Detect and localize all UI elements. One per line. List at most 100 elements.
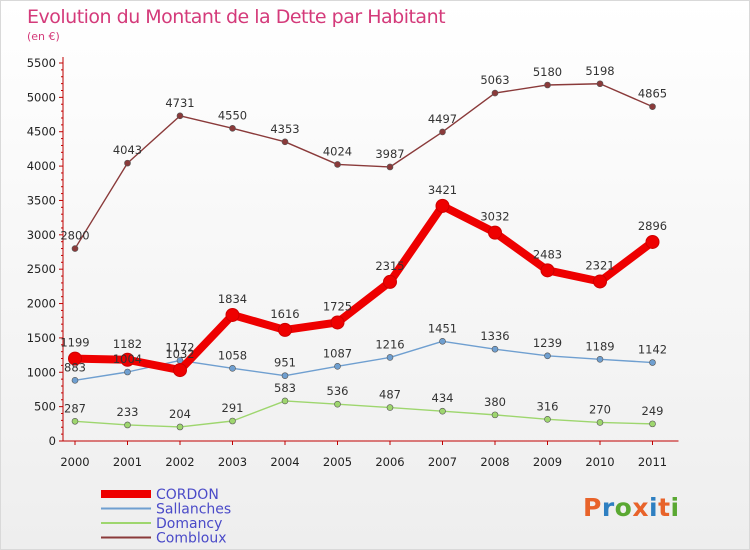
logo-letter: i [649, 493, 659, 522]
data-label-cordon: 2315 [375, 259, 404, 273]
data-point-cordon [488, 225, 502, 240]
data-point-domancy [386, 404, 394, 411]
data-label-sallanches: 1336 [480, 329, 509, 343]
proxiti-logo: Proxiti [583, 493, 680, 522]
data-point-cordon [120, 352, 135, 367]
data-label-sallanches: 1142 [638, 343, 667, 357]
data-point-combloux [281, 138, 289, 146]
data-label-sallanches: 1172 [165, 340, 194, 354]
logo-letter: i [670, 493, 680, 522]
x-tick-label: 2002 [165, 455, 194, 469]
x-tick-label: 2009 [533, 455, 562, 469]
x-tick-label: 2004 [270, 455, 299, 469]
data-point-cordon [383, 274, 397, 289]
x-tick-label: 2001 [113, 455, 142, 469]
data-label-sallanches: 1189 [585, 339, 614, 353]
data-point-combloux [491, 89, 499, 97]
data-point-domancy [649, 420, 656, 428]
data-label-combloux: 4497 [428, 112, 457, 126]
data-label-cordon: 2321 [585, 258, 614, 272]
data-label-cordon: 2896 [638, 219, 667, 233]
data-point-sallanches [71, 377, 79, 384]
x-tick-label: 2011 [638, 455, 667, 469]
data-label-domancy: 204 [169, 407, 191, 421]
data-point-domancy [544, 415, 551, 423]
chart-title: Evolution du Montant de la Dette par Hab… [27, 6, 446, 28]
data-point-cordon [68, 351, 82, 366]
data-point-sallanches [544, 352, 551, 360]
data-label-combloux: 3987 [375, 147, 404, 161]
chart-unit: (en €) [27, 30, 60, 43]
data-label-domancy: 233 [117, 405, 139, 419]
data-point-cordon [330, 315, 345, 330]
data-point-cordon [225, 307, 240, 322]
data-label-domancy: 380 [484, 395, 506, 409]
data-point-sallanches [334, 362, 341, 370]
legend-label-domancy: Domancy [156, 516, 222, 532]
data-label-combloux: 5063 [480, 73, 509, 87]
x-tick-label: 2007 [428, 455, 457, 469]
data-label-combloux: 4865 [638, 87, 667, 101]
data-point-sallanches [124, 368, 131, 376]
data-label-combloux: 4024 [323, 144, 352, 158]
data-point-combloux [334, 161, 341, 168]
data-label-combloux: 4550 [218, 108, 247, 122]
y-tick-label: 1000 [27, 365, 56, 379]
data-label-cordon: 1616 [270, 307, 299, 321]
x-tick-label: 2006 [375, 455, 404, 469]
y-tick-label: 5000 [27, 90, 56, 104]
data-point-domancy [176, 423, 184, 431]
data-label-domancy: 536 [327, 384, 349, 398]
data-point-combloux [439, 128, 446, 136]
logo-letter: P [583, 493, 602, 522]
x-tick-label: 2010 [585, 455, 614, 469]
data-label-combloux: 4731 [165, 96, 194, 110]
data-point-domancy [491, 411, 499, 419]
data-label-cordon: 1032 [165, 347, 194, 361]
data-point-sallanches [439, 337, 446, 345]
data-label-combloux: 5180 [533, 65, 562, 79]
y-tick-label: 4000 [27, 159, 56, 173]
data-point-combloux [596, 80, 604, 88]
series-line-domancy [74, 400, 654, 428]
data-point-sallanches [386, 354, 394, 361]
data-point-cordon [173, 363, 187, 378]
data-point-combloux [544, 81, 551, 89]
data-point-sallanches [281, 372, 289, 379]
data-label-domancy: 487 [379, 388, 401, 402]
y-tick-label: 2500 [27, 262, 56, 276]
data-label-domancy: 583 [274, 381, 296, 395]
data-point-domancy [229, 417, 236, 425]
y-tick-label: 500 [34, 400, 56, 414]
data-label-sallanches: 883 [64, 360, 86, 374]
data-label-sallanches: 1451 [428, 321, 457, 335]
y-tick-label: 4500 [27, 125, 56, 139]
data-label-domancy: 434 [432, 391, 454, 405]
y-tick-label: 3000 [27, 228, 56, 242]
data-point-domancy [334, 400, 341, 408]
data-point-sallanches [596, 355, 604, 363]
data-point-cordon [540, 263, 555, 278]
data-point-domancy [439, 407, 446, 415]
y-tick-label: 1500 [27, 331, 56, 345]
y-tick-label: 3500 [27, 193, 56, 207]
data-point-cordon [645, 234, 660, 249]
data-label-sallanches: 1216 [375, 337, 404, 351]
data-label-cordon: 1182 [113, 337, 142, 351]
data-label-domancy: 270 [589, 402, 611, 416]
data-label-sallanches: 1058 [218, 348, 247, 362]
data-label-cordon: 3032 [480, 210, 509, 224]
data-point-sallanches [229, 364, 236, 372]
data-point-cordon [593, 274, 607, 289]
data-point-domancy [281, 397, 289, 405]
data-label-cordon: 3421 [428, 183, 457, 197]
data-label-cordon: 1199 [60, 336, 89, 350]
legend-label-cordon: CORDON [156, 487, 219, 503]
data-label-sallanches: 1087 [323, 346, 352, 360]
y-tick-label: 5500 [27, 56, 56, 70]
data-point-cordon [435, 198, 450, 213]
data-label-cordon: 2483 [533, 247, 562, 261]
data-label-sallanches: 951 [274, 356, 296, 370]
